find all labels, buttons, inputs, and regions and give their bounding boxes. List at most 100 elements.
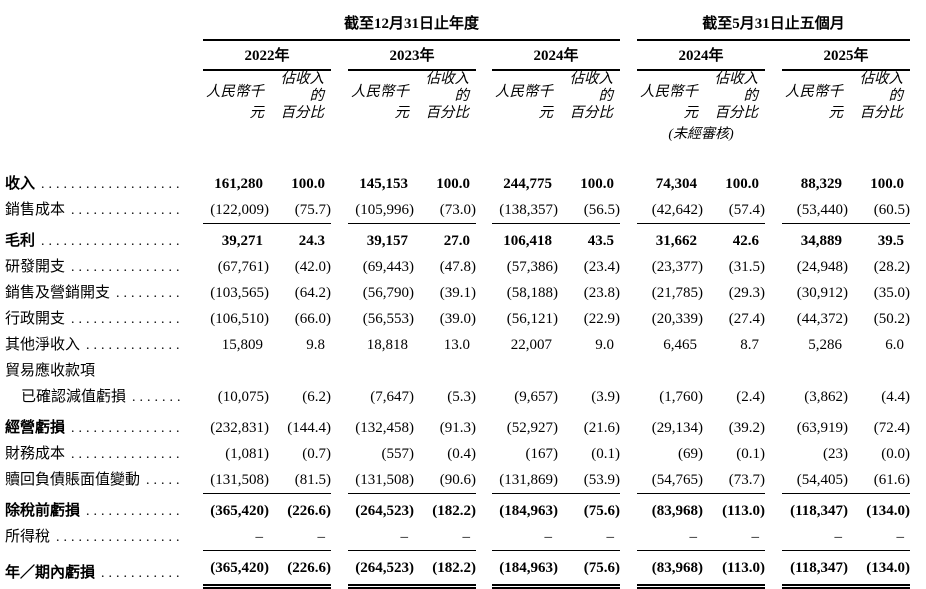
column-gap	[910, 384, 926, 410]
row-label-text: 其他淨收入	[5, 337, 81, 353]
column-gap	[186, 493, 203, 524]
percent-cell: (60.5)	[848, 197, 911, 224]
amount-cell: (1,760)	[659, 389, 704, 405]
table-row: 經營虧損 (232,831) (144.4) (132,458) (91.3) (52,9…	[0, 410, 926, 441]
percent-cell: (5.3)	[447, 389, 476, 405]
column-gap	[765, 306, 782, 332]
table-row: 銷售及營銷開支 (103,565) (64.2) (56,790) (39.1) (58,…	[0, 280, 926, 306]
percent-cell: (3.9)	[591, 389, 621, 405]
column-gap	[331, 358, 348, 384]
column-gap	[331, 467, 348, 493]
dot-leaders	[71, 446, 181, 463]
amount-cell	[637, 358, 703, 384]
percent-header: 佔收入的 百分比	[848, 70, 910, 122]
column-gap	[331, 122, 348, 143]
amount-cell: (56,553)	[362, 311, 414, 327]
percent-cell: 9.8	[306, 337, 325, 353]
year-header-2024: 2024年	[492, 40, 621, 71]
column-gap	[620, 280, 637, 306]
unit-header: 人民幣千元	[785, 84, 844, 121]
percent-cell: (4.4)	[881, 389, 911, 405]
row-label: 已確認減值虧損	[0, 384, 186, 410]
column-gap	[331, 40, 348, 70]
column-gap	[765, 550, 782, 586]
table-row: 貿易應收款項	[0, 358, 926, 384]
percent-cell: (75.6)	[583, 503, 621, 519]
amount-cell: 74,304	[655, 176, 698, 192]
amount-cell: –	[348, 524, 414, 551]
amount-cell: –	[492, 524, 558, 551]
percent-cell: (144.4)	[287, 420, 331, 436]
percent-cell: (75.7)	[269, 197, 331, 224]
row-label-text: 毛利	[5, 233, 36, 249]
column-gap	[476, 493, 492, 524]
table-row: 贖回負債賬面值變動(131,508)(81.5)(131,508)(90.6)(…	[0, 467, 926, 494]
percent-header-line2: 百分比	[280, 105, 325, 121]
percent-cell: (35.0)	[873, 285, 911, 301]
column-gap	[620, 0, 637, 40]
amount-cell: (29,134)	[651, 420, 704, 436]
amount-cell: (21,785)	[651, 285, 704, 301]
column-gap	[476, 280, 492, 306]
amount-cell	[348, 358, 414, 384]
column-gap	[765, 524, 782, 550]
amount-cell: (83,968)	[651, 503, 704, 519]
column-gap	[476, 332, 492, 358]
dot-leaders	[86, 337, 181, 354]
row-label-text: 除稅前虧損	[5, 503, 81, 519]
row-label-text: 銷售成本	[5, 202, 66, 218]
percent-cell	[414, 358, 476, 384]
year-header-2025: 2025年	[782, 40, 911, 71]
header-spacer	[782, 122, 910, 143]
column-gap	[765, 493, 782, 524]
table-row: 收入 161,280 100.0 145,153 100.0 244,775 100.0 74…	[0, 171, 926, 197]
unaudited-note-row: (未經審核)	[0, 122, 926, 143]
unit-header: 人民幣千元	[640, 84, 699, 121]
amount-cell: –	[782, 524, 849, 551]
percent-cell: (0.1)	[591, 446, 621, 462]
period-header-row: 截至12月31日止年度 截至5月31日止五個月	[0, 0, 926, 41]
amount-cell	[203, 358, 269, 384]
amount-cell: (56,121)	[506, 311, 558, 327]
row-label: 除稅前虧損	[0, 493, 186, 524]
column-gap	[331, 550, 348, 586]
percent-cell: (182.2)	[414, 550, 476, 589]
percent-cell: (113.0)	[703, 550, 766, 589]
row-label: 銷售成本	[0, 197, 186, 223]
percent-cell: –	[703, 524, 766, 551]
row-label-text: 所得稅	[5, 529, 51, 545]
percent-cell: 100.0	[436, 176, 470, 192]
column-gap	[331, 332, 348, 358]
column-gap	[765, 197, 782, 223]
table-row: 年／期內虧損 (365,420)(226.6) (264,523)(182.2) (1…	[0, 550, 926, 589]
column-gap	[910, 280, 926, 306]
row-label: 財務成本	[0, 441, 186, 467]
column-gap	[765, 441, 782, 467]
header-spacer	[0, 70, 203, 122]
row-label-text: 收入	[5, 176, 36, 192]
row-label-text: 研發開支	[5, 259, 66, 275]
column-gap	[476, 254, 492, 280]
row-label: 贖回負債賬面值變動	[0, 467, 186, 493]
percent-cell	[558, 358, 620, 384]
amount-cell: 15,809	[221, 337, 263, 353]
table-header: 截至12月31日止年度 截至5月31日止五個月 2022年 2023年 2024…	[0, 0, 926, 171]
column-gap	[910, 441, 926, 467]
amount-cell: (9,657)	[514, 389, 558, 405]
percent-cell: (57.4)	[703, 197, 766, 224]
row-label: 研發開支	[0, 254, 186, 280]
column-gap	[476, 40, 492, 70]
amount-cell: (10,075)	[217, 389, 269, 405]
amount-cell: (118,347)	[782, 550, 849, 589]
group-header-annual: 截至12月31日止年度	[203, 0, 621, 41]
column-gap	[620, 410, 637, 441]
percent-cell: (226.6)	[269, 550, 331, 589]
percent-header-line2: 百分比	[425, 105, 470, 121]
amount-cell: (23)	[823, 446, 849, 462]
column-gap	[476, 197, 492, 223]
percent-cell: (53.9)	[558, 467, 621, 494]
percent-cell	[269, 358, 331, 384]
column-gap	[910, 306, 926, 332]
amount-cell: 106,418	[503, 233, 552, 249]
